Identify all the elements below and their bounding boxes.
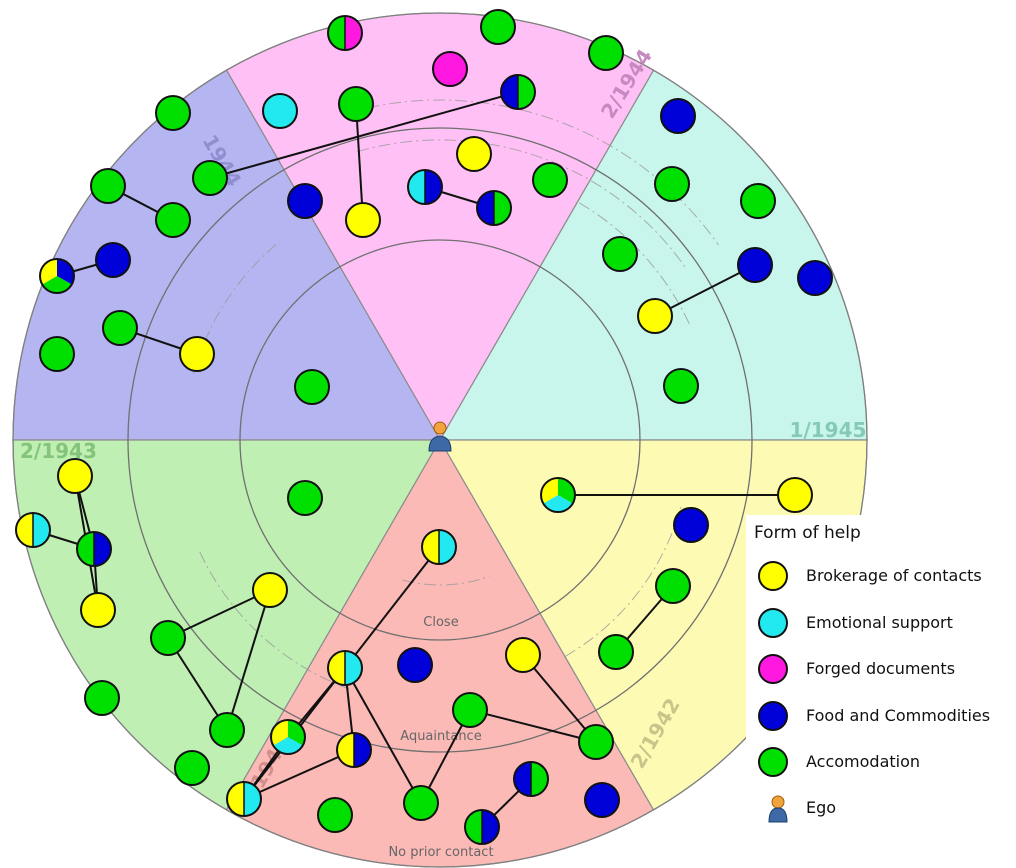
actor-node	[533, 163, 567, 197]
actor-node	[96, 243, 130, 277]
actor-node	[603, 237, 637, 271]
actor-node	[506, 638, 540, 672]
actor-node	[328, 651, 362, 685]
actor-node	[585, 783, 619, 817]
actor-node	[655, 167, 689, 201]
actor-node	[271, 720, 305, 754]
actor-node	[398, 648, 432, 682]
actor-node	[295, 370, 329, 404]
actor-node	[103, 311, 137, 345]
actor-node	[798, 261, 832, 295]
sector-label-4: 2/1943	[20, 439, 97, 463]
actor-node	[778, 478, 812, 512]
actor-node	[433, 52, 467, 86]
actor-node	[337, 733, 371, 767]
ring-label-1: Close	[423, 615, 458, 630]
actor-node	[253, 573, 287, 607]
actor-node	[175, 751, 209, 785]
legend-title: Form of help	[754, 523, 861, 543]
actor-node	[210, 713, 244, 747]
actor-node	[579, 725, 613, 759]
actor-node	[465, 810, 499, 844]
actor-node	[91, 169, 125, 203]
actor-node	[481, 10, 515, 44]
actor-node	[85, 681, 119, 715]
actor-node	[741, 184, 775, 218]
actor-node	[288, 184, 322, 218]
actor-node	[541, 478, 575, 512]
actor-node	[514, 762, 548, 796]
actor-node	[77, 532, 111, 566]
actor-node	[288, 481, 322, 515]
actor-node	[81, 593, 115, 627]
actor-node	[193, 161, 227, 195]
actor-node	[422, 530, 456, 564]
actor-node	[404, 786, 438, 820]
actor-node	[738, 248, 772, 282]
actor-node	[589, 36, 623, 70]
actor-node	[339, 87, 373, 121]
actor-node	[346, 203, 380, 237]
ring-label-2: Aquaintance	[400, 729, 481, 744]
actor-node	[40, 337, 74, 371]
actor-node	[328, 16, 362, 50]
actor-node	[156, 96, 190, 130]
actor-node	[40, 259, 74, 293]
legend-item-brokerage: Brokerage of contacts	[754, 559, 1016, 595]
ego-icon	[768, 795, 788, 823]
actor-node	[664, 369, 698, 403]
actor-node	[318, 798, 352, 832]
legend: Form of help Brokerage of contacts Emoti…	[746, 515, 1014, 833]
sector-label-1: 1/1945	[790, 418, 867, 442]
actor-node	[674, 508, 708, 542]
emotional-swatch	[758, 608, 788, 638]
food-swatch	[758, 701, 788, 731]
actor-node	[408, 170, 442, 204]
actor-node	[180, 337, 214, 371]
actor-node	[58, 459, 92, 493]
actor-node	[156, 203, 190, 237]
accommodation-swatch	[758, 747, 788, 777]
actor-node	[453, 693, 487, 727]
actor-node	[638, 299, 672, 333]
actor-node	[263, 94, 297, 128]
actor-node	[477, 191, 511, 225]
forged-swatch	[758, 654, 788, 684]
legend-item-food: Food and Commodities	[754, 699, 1016, 735]
legend-item-ego: Ego	[754, 791, 1016, 827]
legend-item-forged: Forged documents	[754, 652, 1016, 688]
brokerage-swatch	[758, 561, 788, 591]
legend-item-emotional: Emotional support	[754, 606, 1016, 642]
actor-node	[227, 782, 261, 816]
actor-node	[661, 99, 695, 133]
actor-node	[501, 75, 535, 109]
actor-node	[151, 621, 185, 655]
actor-node	[16, 513, 50, 547]
actor-node	[457, 137, 491, 171]
actor-node	[656, 569, 690, 603]
ring-label-3: No prior contact	[388, 845, 493, 860]
actor-node	[599, 635, 633, 669]
legend-item-accommodation: Accomodation	[754, 745, 1016, 781]
